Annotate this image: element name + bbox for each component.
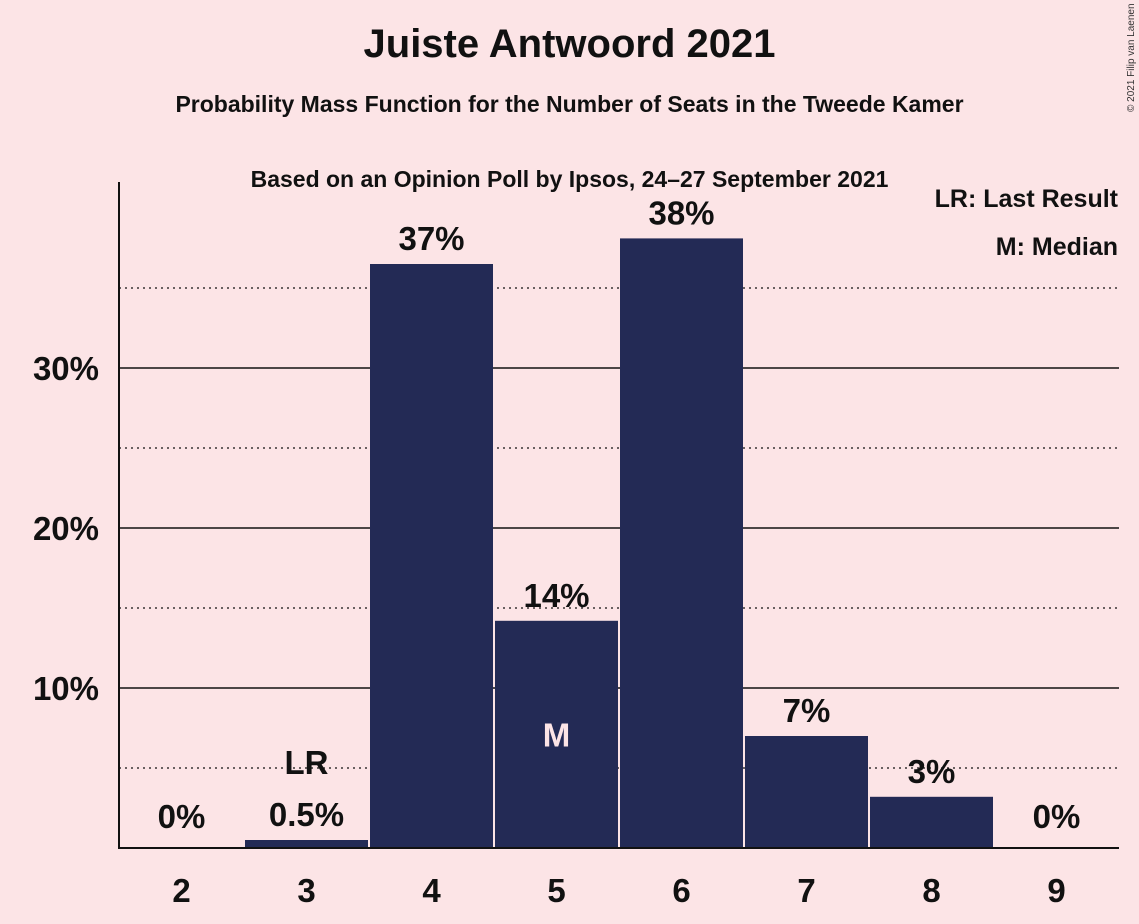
bar-seats-3 — [245, 840, 368, 848]
last-result-marker: LR — [285, 744, 329, 781]
x-tick-label: 4 — [422, 872, 441, 909]
x-tick-label: 8 — [922, 872, 940, 909]
data-label: 37% — [398, 220, 464, 257]
x-tick-label: 6 — [672, 872, 690, 909]
x-tick-label: 3 — [297, 872, 315, 909]
data-label: 7% — [783, 692, 831, 729]
data-label: 14% — [523, 577, 589, 614]
legend-median: M: Median — [995, 233, 1118, 261]
chart-subtitle: Probability Mass Function for the Number… — [175, 91, 964, 117]
data-label: 0% — [1033, 798, 1081, 835]
legend-last-result: LR: Last Result — [934, 185, 1118, 213]
x-tick-label: 9 — [1047, 872, 1065, 909]
bar-seats-8 — [870, 796, 993, 848]
bar-seats-4 — [370, 264, 493, 848]
bar-seats-6 — [620, 238, 743, 848]
chart-source-note: Based on an Opinion Poll by Ipsos, 24–27… — [250, 166, 889, 192]
data-label: 0.5% — [269, 796, 344, 833]
data-label: 38% — [648, 194, 714, 231]
bar-seats-5 — [495, 620, 618, 848]
y-tick-label: 30% — [33, 350, 99, 387]
data-label: 0% — [158, 798, 206, 835]
x-tick-label: 7 — [797, 872, 815, 909]
y-tick-label: 20% — [33, 510, 99, 547]
bar-seats-7 — [745, 736, 868, 848]
data-label: 3% — [908, 753, 956, 790]
y-tick-label: 10% — [33, 670, 99, 707]
x-tick-label: 2 — [172, 872, 190, 909]
x-tick-label: 5 — [547, 872, 565, 909]
chart-title: Juiste Antwoord 2021 — [363, 22, 776, 66]
median-marker: M — [543, 716, 571, 753]
